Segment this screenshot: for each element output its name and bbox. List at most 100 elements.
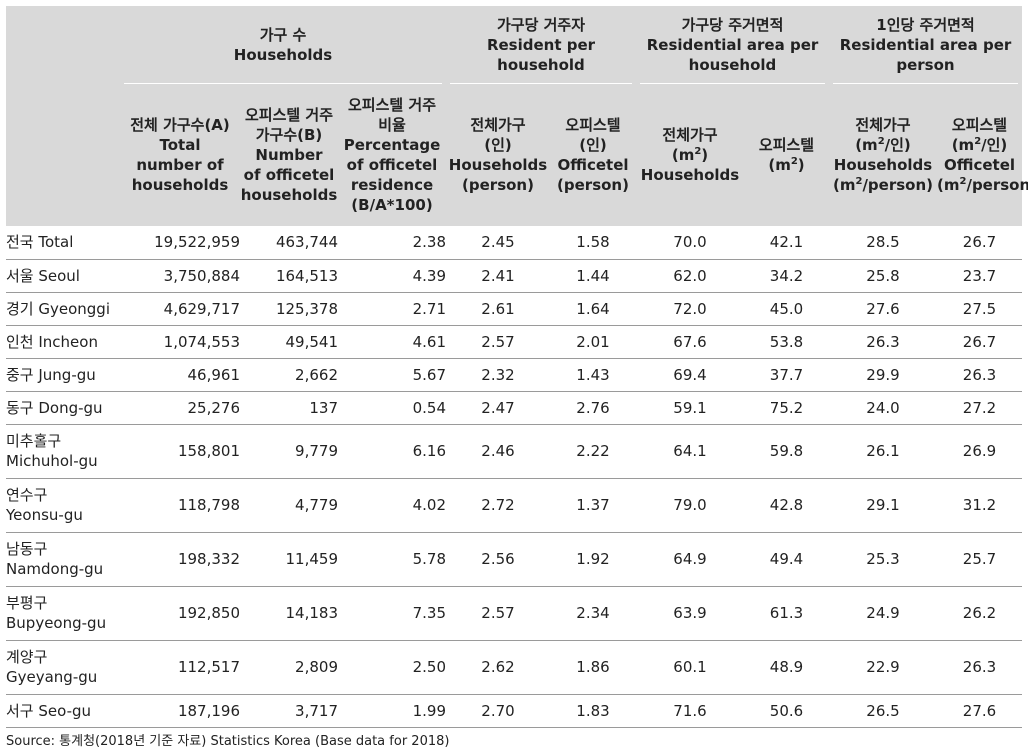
column-header-line: (B/A*100) [351, 196, 433, 214]
table-row: 중구 Jung-gu 46,961 2,662 5.67 2.32 1.43 69.4 37.… [6, 358, 1022, 392]
header-row-groups: 가구 수 Households 가구당 거주자 Resident per hou… [6, 6, 1022, 226]
value-cell: 187,196 [120, 694, 240, 728]
header-group-en: Residential area per person [839, 36, 1012, 74]
value-cell: 6.16 [338, 424, 446, 479]
table-row: 남동구 Namdong-gu 198,332 11,459 5.78 2.56 1.92 64… [6, 532, 1022, 587]
column-header: 전체 가구수(A) Total number of households [120, 84, 240, 226]
value-cell: 2.57 [446, 325, 550, 359]
column-header-line: (m2/인) [855, 136, 911, 154]
column-header-line: (m2) [671, 146, 709, 164]
value-cell: 9,779 [240, 424, 338, 479]
value-cell: 50.6 [744, 694, 829, 728]
header-group-en: Households [233, 46, 333, 64]
region-label: 미추홀구 [6, 432, 62, 450]
value-cell: 2.01 [550, 325, 636, 359]
column-header: 오피스텔 (m2) [744, 84, 829, 226]
value-cell: 25.3 [829, 532, 937, 587]
header-group: 1인당 주거면적 Residential area per person [829, 6, 1022, 84]
value-cell: 26.5 [829, 694, 937, 728]
column-header-line: (m2/person) [832, 176, 934, 194]
value-cell: 26.3 [937, 358, 1022, 392]
region-label: Michuhol-gu [6, 452, 98, 470]
column-header-line: 오피스텔 거주 [244, 106, 334, 124]
column-header: 전체가구 (m2/인) Households (m2/person) [829, 84, 937, 226]
value-cell: 59.8 [744, 424, 829, 479]
header-group-ko: 가구당 거주자 [496, 16, 586, 34]
value-cell: 2.50 [338, 640, 446, 695]
value-cell: 23.7 [937, 259, 1022, 293]
value-cell: 0.54 [338, 391, 446, 425]
value-cell: 59.1 [636, 391, 744, 425]
region-cell: 동구 Dong-gu [6, 391, 120, 425]
column-header-line: of officetel [243, 166, 335, 184]
region-label: Yeonsu-gu [6, 506, 83, 524]
region-cell: 남동구 Namdong-gu [6, 532, 120, 587]
column-header-line: Officetel [943, 156, 1016, 174]
value-cell: 2.47 [446, 391, 550, 425]
column-header-line: 가구수(B) [255, 126, 323, 144]
column-header-line: Percentage [343, 136, 441, 154]
region-cell: 전국 Total [6, 226, 120, 260]
region-cell: 서구 Seo-gu [6, 694, 120, 728]
region-label: 부평구 [6, 594, 48, 612]
table-row: 서울 Seoul 3,750,884 164,513 4.39 2.41 1.44 62.0… [6, 259, 1022, 293]
value-cell: 1.83 [550, 694, 636, 728]
value-cell: 2.56 [446, 532, 550, 587]
region-label: 동구 Dong-gu [6, 398, 103, 417]
column-header-line: Officetel [557, 156, 629, 174]
column-header-line: 오피스텔 [758, 136, 815, 154]
value-cell: 72.0 [636, 292, 744, 326]
header-group-ko: 가구당 주거면적 [681, 16, 784, 34]
value-cell: 22.9 [829, 640, 937, 695]
value-cell: 14,183 [240, 586, 338, 641]
value-cell: 46,961 [120, 358, 240, 392]
column-header-line: (person) [557, 176, 629, 194]
column-header-line: of officetel [346, 156, 438, 174]
value-cell: 71.6 [636, 694, 744, 728]
value-cell: 7.35 [338, 586, 446, 641]
column-header-line: residence [350, 176, 434, 194]
region-label: Gyeyang-gu [6, 668, 98, 686]
value-cell: 37.7 [744, 358, 829, 392]
statistics-table: 가구 수 Households 가구당 거주자 Resident per hou… [6, 6, 1028, 728]
value-cell: 4,779 [240, 478, 338, 533]
region-label: 서구 Seo-gu [6, 701, 92, 720]
table-row: 전국 Total 19,522,959 463,744 2.38 2.45 1.58 70.… [6, 226, 1022, 260]
value-cell: 2.61 [446, 292, 550, 326]
value-cell: 1.92 [550, 532, 636, 587]
value-cell: 75.2 [744, 391, 829, 425]
value-cell: 24.9 [829, 586, 937, 641]
value-cell: 29.9 [829, 358, 937, 392]
value-cell: 463,744 [240, 226, 338, 260]
value-cell: 1.58 [550, 226, 636, 260]
value-cell: 1.86 [550, 640, 636, 695]
value-cell: 25.8 [829, 259, 937, 293]
column-header: 오피스텔 거주 가구수(B) Number of officetel household… [240, 84, 338, 226]
region-label: 인천 Incheon [6, 332, 98, 351]
value-cell: 45.0 [744, 292, 829, 326]
column-header-line: households [131, 176, 229, 194]
value-cell: 137 [240, 391, 338, 425]
region-cell: 인천 Incheon [6, 325, 120, 359]
table-row: 계양구 Gyeyang-gu 112,517 2,809 2.50 2.62 1.86 60.… [6, 640, 1022, 695]
column-header-line: households [240, 186, 338, 204]
column-header-line: 전체가구 [662, 126, 718, 144]
value-cell: 1.99 [338, 694, 446, 728]
value-cell: 62.0 [636, 259, 744, 293]
column-header: 전체가구 (인) Households (person) [446, 84, 550, 226]
value-cell: 26.2 [937, 586, 1022, 641]
value-cell: 63.9 [636, 586, 744, 641]
column-header-line: Households [448, 156, 548, 174]
value-cell: 1.44 [550, 259, 636, 293]
column-header-line: 오피스텔 [565, 116, 621, 134]
table-row: 연수구 Yeonsu-gu 118,798 4,779 4.02 2.72 1.37 79.0… [6, 478, 1022, 533]
column-header-line: 전체가구 [470, 116, 526, 134]
column-header-line: (m2) [768, 156, 805, 174]
region-cell: 계양구 Gyeyang-gu [6, 640, 120, 695]
value-cell: 4.02 [338, 478, 446, 533]
column-header-line: Total [159, 136, 201, 154]
table-row: 미추홀구 Michuhol-gu 158,801 9,779 6.16 2.46 2.22 6… [6, 424, 1022, 479]
header-group-en: Resident per household [486, 36, 596, 74]
value-cell: 2.41 [446, 259, 550, 293]
